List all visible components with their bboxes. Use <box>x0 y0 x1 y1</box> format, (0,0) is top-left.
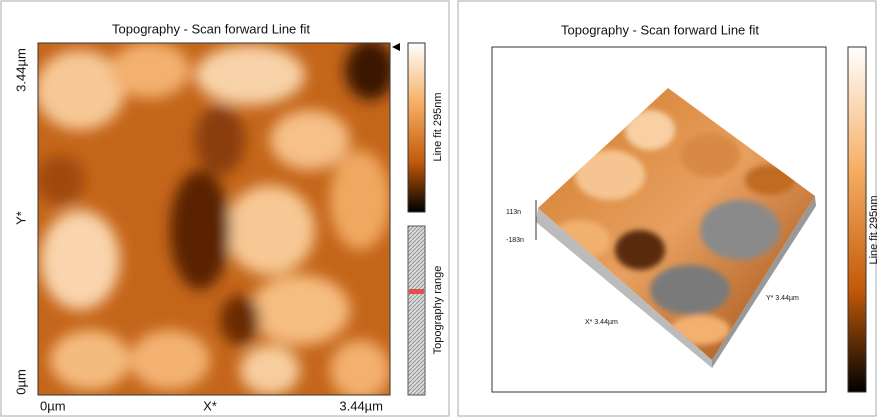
range-slider[interactable] <box>409 289 424 294</box>
range-label: Topography range <box>432 266 444 355</box>
screenshot: Topography - Scan forward Line fit 3.44µ… <box>0 0 877 417</box>
colorbar <box>408 43 425 212</box>
colorbar-label: Line fit 295nm <box>868 195 877 264</box>
panel-title: Topography - Scan forward Line fit <box>561 22 759 37</box>
y-label: 0µm <box>13 369 28 395</box>
axis-label: X* 3.44µm <box>585 319 618 326</box>
topography-image <box>35 40 395 400</box>
z-label: 113n <box>506 209 521 216</box>
y-label: Y* <box>13 211 28 225</box>
x-label: 0µm <box>40 398 66 413</box>
axis-label: Y* 3.44µm <box>766 295 799 302</box>
range-bar <box>408 226 425 395</box>
panel-title: Topography - Scan forward Line fit <box>112 21 310 36</box>
x-label: X* <box>203 398 217 413</box>
x-label: 3.44µm <box>339 398 383 413</box>
colorbar-label: Line fit 295nm <box>432 92 444 161</box>
z-label: -183n <box>506 237 524 244</box>
colorbar <box>848 47 866 392</box>
y-label: 3.44µm <box>13 48 28 92</box>
